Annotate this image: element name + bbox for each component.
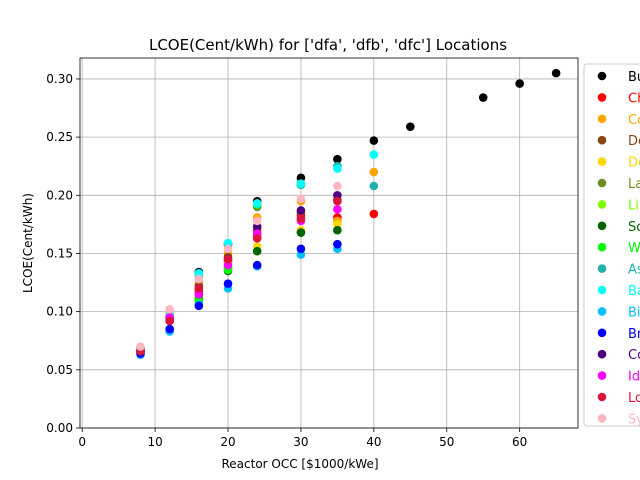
data-point-series-15 bbox=[333, 196, 342, 206]
legend-label: De bbox=[628, 134, 640, 149]
y-tick-label: 0.20 bbox=[46, 188, 73, 202]
plot-frame bbox=[79, 57, 579, 429]
legend-marker bbox=[597, 328, 607, 338]
legend-label: Id bbox=[628, 370, 640, 385]
legend-marker bbox=[597, 285, 607, 295]
y-tick-label: 0.00 bbox=[46, 421, 73, 435]
data-point-series-0 bbox=[551, 68, 561, 78]
legend-marker bbox=[597, 178, 607, 188]
data-point-series-14 bbox=[333, 204, 342, 214]
data-point-series-12 bbox=[194, 301, 204, 311]
x-tick-label: 0 bbox=[78, 435, 86, 449]
x-axis-label: Reactor OCC [$1000/kWe] bbox=[221, 457, 378, 471]
legend-label: Li bbox=[628, 198, 639, 213]
legend-label: De bbox=[628, 156, 640, 171]
legend: Bu Ch Co De De La Li So W As Ba Bi Br Co Id Lo Sy bbox=[583, 63, 640, 427]
data-point-series-12 bbox=[252, 260, 262, 270]
data-point-series-15 bbox=[223, 254, 233, 264]
legend-label: Bi bbox=[628, 305, 640, 320]
legend-label: Co bbox=[628, 113, 640, 128]
data-point-series-12 bbox=[333, 239, 342, 249]
data-point-series-16 bbox=[165, 305, 174, 314]
grid-lines bbox=[80, 58, 578, 429]
data-point-series-15 bbox=[296, 214, 306, 223]
x-tick-label: 60 bbox=[512, 435, 527, 449]
legend-marker bbox=[597, 349, 607, 359]
data-point-series-15 bbox=[165, 316, 174, 326]
data-point-series-10 bbox=[333, 164, 342, 173]
data-point-series-0 bbox=[333, 154, 342, 164]
data-point-series-0 bbox=[369, 136, 379, 145]
legend-marker bbox=[597, 371, 607, 380]
y-tick-label: 0.05 bbox=[46, 363, 73, 377]
legend-marker bbox=[597, 71, 607, 81]
x-tick-label: 30 bbox=[293, 435, 308, 449]
data-points bbox=[136, 68, 561, 359]
data-point-series-15 bbox=[194, 284, 204, 293]
data-point-series-16 bbox=[136, 342, 145, 351]
legend-label: Br bbox=[628, 327, 640, 342]
data-point-series-16 bbox=[296, 194, 306, 204]
y-axis-ticks: 0.00 0.05 0.10 0.15 0.20 0.25 0.30 bbox=[46, 72, 80, 435]
data-point-series-0 bbox=[478, 93, 488, 102]
legend-label: Bu bbox=[628, 70, 640, 85]
legend-label: Ch bbox=[628, 91, 640, 106]
data-point-series-13 bbox=[296, 206, 306, 215]
data-point-series-16 bbox=[194, 274, 204, 284]
data-point-series-7 bbox=[252, 246, 262, 256]
y-axis-label: LCOE(Cent/kWh) bbox=[21, 193, 35, 293]
x-tick-label: 10 bbox=[147, 435, 162, 449]
legend-marker bbox=[597, 221, 607, 231]
data-point-series-10 bbox=[296, 179, 306, 188]
legend-label: Ba bbox=[628, 284, 640, 299]
legend-label: Sy bbox=[628, 412, 640, 427]
legend-marker bbox=[597, 200, 607, 209]
data-point-series-7 bbox=[296, 228, 306, 237]
data-point-series-10 bbox=[252, 199, 262, 208]
data-point-series-0 bbox=[515, 79, 524, 88]
x-tick-label: 20 bbox=[220, 435, 235, 449]
legend-marker bbox=[597, 135, 607, 145]
legend-marker bbox=[597, 392, 607, 402]
data-point-series-16 bbox=[223, 244, 233, 254]
x-tick-label: 40 bbox=[366, 435, 381, 449]
legend-label: Co bbox=[628, 348, 640, 363]
data-point-series-10 bbox=[369, 150, 379, 159]
data-point-series-2 bbox=[369, 167, 379, 177]
data-point-series-16 bbox=[252, 216, 262, 226]
data-point-series-1 bbox=[369, 209, 379, 219]
y-tick-label: 0.30 bbox=[46, 72, 73, 86]
y-tick-label: 0.15 bbox=[46, 246, 73, 260]
data-point-series-12 bbox=[165, 324, 174, 334]
y-tick-label: 0.25 bbox=[46, 130, 73, 144]
legend-frame bbox=[583, 63, 640, 427]
x-tick-label: 50 bbox=[439, 435, 454, 449]
data-point-series-12 bbox=[223, 279, 233, 289]
data-point-series-16 bbox=[333, 181, 342, 191]
legend-marker bbox=[597, 414, 607, 423]
data-point-series-0 bbox=[405, 122, 415, 131]
legend-marker bbox=[597, 157, 607, 166]
legend-label: W bbox=[628, 241, 640, 256]
data-point-series-9 bbox=[369, 181, 379, 191]
legend-marker bbox=[597, 242, 607, 252]
data-point-series-12 bbox=[296, 244, 306, 254]
legend-marker bbox=[597, 264, 607, 273]
chart-title: LCOE(Cent/kWh) for ['dfa', 'dfb', 'dfc']… bbox=[149, 36, 507, 54]
legend-marker bbox=[597, 307, 607, 316]
legend-marker bbox=[597, 93, 607, 102]
legend-label: La bbox=[628, 177, 640, 192]
legend-label: As bbox=[628, 263, 640, 278]
data-point-series-7 bbox=[333, 225, 342, 235]
legend-label: Lo bbox=[628, 391, 640, 406]
data-point-series-15 bbox=[252, 234, 262, 243]
x-axis-ticks: 0 10 20 30 40 50 60 bbox=[78, 428, 527, 449]
y-tick-label: 0.10 bbox=[46, 305, 73, 319]
legend-label: So bbox=[628, 220, 640, 235]
legend-marker bbox=[597, 114, 607, 124]
